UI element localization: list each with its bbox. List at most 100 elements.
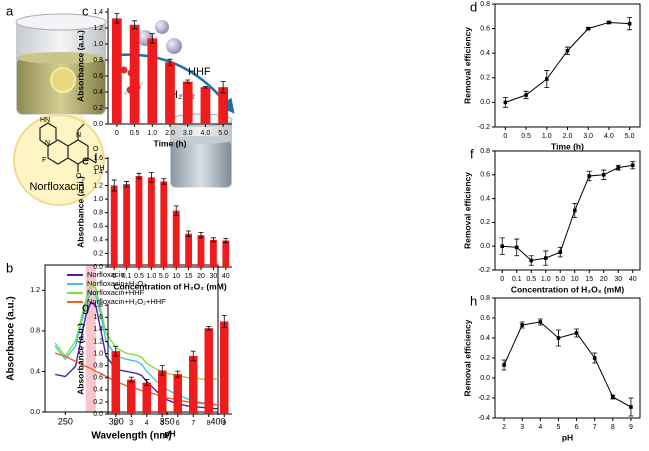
catalyst-particle bbox=[166, 38, 182, 54]
y-tick-label: 0.0 bbox=[480, 243, 490, 250]
error-bar bbox=[175, 370, 181, 378]
marker bbox=[611, 395, 615, 399]
y-tick-label: 0.8 bbox=[30, 328, 40, 335]
y-tick-label: 1.0 bbox=[93, 350, 103, 357]
x-tick-label: 4.0 bbox=[201, 130, 211, 137]
series-line bbox=[503, 321, 632, 408]
compound-name: Norfloxacin bbox=[29, 181, 84, 193]
x-tick-label: 8 bbox=[207, 420, 211, 427]
x-tick-label: 0.1 bbox=[122, 273, 132, 280]
bar bbox=[135, 176, 143, 267]
error-bar bbox=[167, 58, 173, 66]
y-tick-label: 0.4 bbox=[480, 50, 490, 57]
error-bar bbox=[173, 205, 179, 216]
error-bar bbox=[202, 86, 208, 89]
y-axis-title: Absorbance (a.u.) bbox=[75, 323, 85, 395]
bar bbox=[173, 374, 183, 414]
error-bar bbox=[161, 178, 167, 185]
error-bar bbox=[159, 365, 165, 376]
x-tick-label: 0 bbox=[112, 273, 116, 280]
bar bbox=[160, 181, 168, 267]
liquid bbox=[171, 140, 231, 187]
bar bbox=[165, 62, 175, 124]
marker bbox=[556, 336, 561, 340]
x-tick-label: 2.0 bbox=[563, 133, 573, 140]
legend-label: Norfloxacin+HHF bbox=[87, 288, 145, 297]
atom-label: O bbox=[93, 146, 99, 153]
x-tick-label: 9 bbox=[222, 420, 226, 427]
x-tick-label: 1.0 bbox=[147, 130, 157, 137]
atom-label: O bbox=[76, 173, 82, 180]
marker bbox=[587, 174, 592, 178]
marker bbox=[558, 250, 563, 254]
error-bar bbox=[210, 237, 216, 243]
panel-label: a bbox=[6, 3, 14, 18]
series-line bbox=[54, 291, 219, 406]
y-tick-label: 0.6 bbox=[480, 172, 490, 179]
bar bbox=[182, 81, 193, 124]
y-tick-label: 0.4 bbox=[30, 368, 40, 375]
x-tick-label: 4 bbox=[145, 420, 149, 427]
error-bar bbox=[114, 13, 120, 24]
x-tick-label: 2 bbox=[114, 420, 118, 427]
error-bar bbox=[149, 33, 155, 44]
x-tick-label: 300 bbox=[109, 416, 124, 426]
panel-label: b bbox=[6, 260, 13, 275]
y-tick-label: 0.6 bbox=[480, 25, 490, 32]
series-line bbox=[54, 352, 219, 406]
bar bbox=[123, 184, 131, 267]
panel-label: g bbox=[82, 299, 89, 314]
y-tick-label: 0.2 bbox=[480, 355, 490, 362]
marker bbox=[586, 26, 591, 31]
catalyst-particle bbox=[155, 20, 169, 34]
zoom-spot bbox=[50, 67, 76, 93]
atom-label: F bbox=[42, 157, 46, 164]
liquid-top bbox=[17, 52, 105, 64]
y-tick-label: 0.4 bbox=[480, 335, 490, 342]
y-tick-label: 0.2 bbox=[93, 250, 103, 257]
x-tick-label: 0.5 bbox=[134, 273, 144, 280]
atom-label: OH bbox=[94, 165, 105, 172]
y-tick-label: 0.6 bbox=[93, 73, 103, 80]
x-tick-label: 20 bbox=[197, 273, 205, 280]
x-tick-label: 250 bbox=[58, 416, 73, 426]
y-tick-label: 0.2 bbox=[480, 219, 490, 226]
x-tick-label: 400 bbox=[210, 416, 225, 426]
error-bar bbox=[223, 238, 229, 243]
y-axis-title: Removal efficiency bbox=[462, 319, 472, 396]
y-tick-label: 0.4 bbox=[480, 195, 490, 202]
legend-label: Norfloxacin+H₂O₂+HHF bbox=[87, 297, 166, 306]
atom-label: N bbox=[45, 140, 50, 147]
x-tick-label: 5.0 bbox=[159, 273, 169, 280]
error-bar bbox=[148, 172, 154, 183]
y-tick-label: 0.8 bbox=[480, 295, 490, 302]
error-bar bbox=[220, 81, 226, 94]
y-tick-label: -0.2 bbox=[478, 395, 490, 402]
error-bar bbox=[136, 172, 142, 180]
liquid-top bbox=[171, 136, 231, 144]
x-tick-label: 1.0 bbox=[541, 276, 551, 283]
bar bbox=[219, 321, 229, 414]
marker bbox=[616, 165, 621, 170]
error-bar bbox=[198, 231, 204, 239]
y-tick-label: 0.0 bbox=[93, 121, 103, 128]
y-tick-label: -0.2 bbox=[478, 267, 490, 274]
bar bbox=[147, 38, 158, 124]
x-tick-label: 0 bbox=[500, 276, 504, 283]
marker bbox=[524, 93, 528, 97]
bar bbox=[157, 370, 167, 414]
series-line bbox=[505, 21, 630, 103]
x-tick-label: 30 bbox=[210, 273, 218, 280]
y-tick-label: 1.0 bbox=[93, 41, 103, 48]
bar bbox=[185, 233, 193, 267]
bar bbox=[172, 210, 180, 267]
error-bar bbox=[186, 230, 192, 237]
x-tick-label: 0.1 bbox=[512, 276, 522, 283]
marker bbox=[502, 363, 506, 367]
y-tick-label: 0.0 bbox=[480, 375, 490, 382]
error-bar bbox=[113, 345, 119, 357]
catalyst-label: HHF bbox=[188, 66, 211, 78]
marker bbox=[520, 323, 524, 327]
marker bbox=[543, 256, 548, 260]
x-tick-label: 1.0 bbox=[147, 273, 157, 280]
